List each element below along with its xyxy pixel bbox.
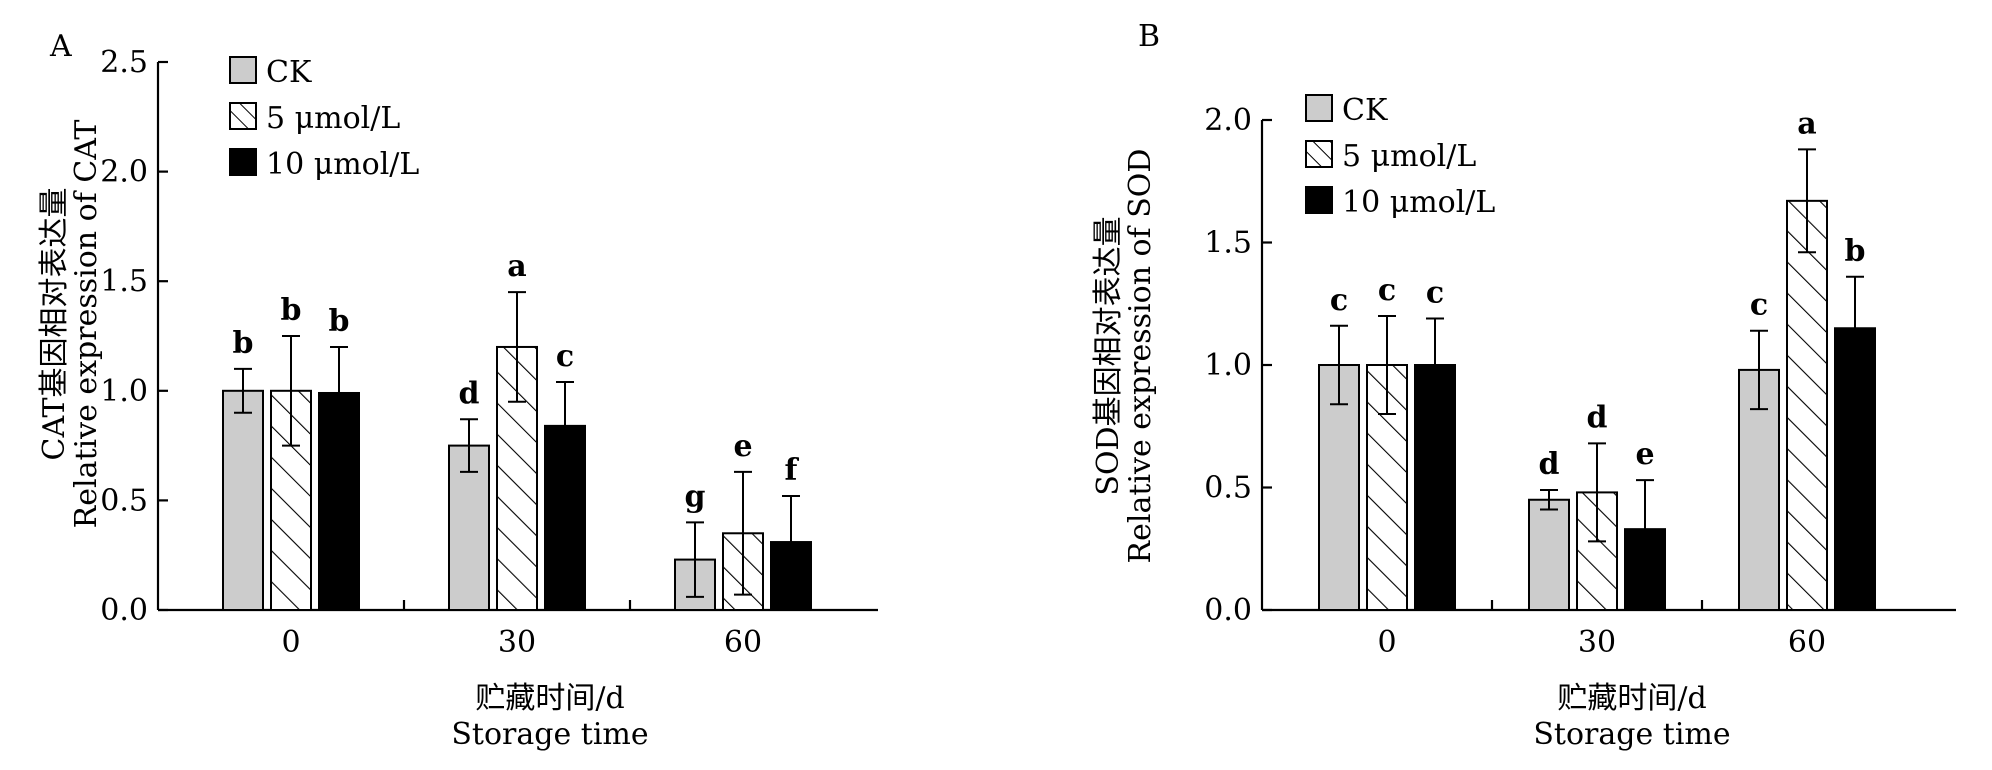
legend-swatch xyxy=(229,102,257,130)
panel-label: B xyxy=(1138,19,1160,54)
significance-letter: c xyxy=(556,339,574,374)
y-tick-label: 2.5 xyxy=(100,45,148,80)
significance-letter: e xyxy=(733,429,752,464)
x-tick-label: 0 xyxy=(1377,625,1396,660)
x-tick-label: 60 xyxy=(1788,625,1826,660)
y-tick-label: 2.0 xyxy=(1204,103,1252,138)
significance-letter: c xyxy=(1378,273,1396,308)
bar xyxy=(222,389,264,611)
legend-label: CK xyxy=(1342,93,1388,128)
bar xyxy=(1786,199,1828,611)
panel-label: A xyxy=(49,29,72,64)
significance-letter: f xyxy=(785,453,800,488)
significance-letter: a xyxy=(507,249,526,284)
legend-swatch xyxy=(229,56,257,84)
chart-panel-a: A CAT基因相对表达量 Relative expression of CAT … xyxy=(37,29,878,752)
legend-swatch xyxy=(229,148,257,176)
y-axis-title-cn: SOD基因相对表达量 xyxy=(1091,216,1126,495)
x-axis-title-en: Storage time xyxy=(451,717,648,752)
x-tick-label: 0 xyxy=(281,625,300,660)
significance-letter: d xyxy=(459,376,480,411)
x-axis-title-en: Storage time xyxy=(1533,717,1730,752)
x-axis-title-cn: 贮藏时间/d xyxy=(1557,681,1706,716)
bar xyxy=(1528,498,1570,611)
y-tick-label: 1.5 xyxy=(1204,226,1252,261)
significance-letter: b xyxy=(281,293,302,328)
y-tick-label: 0.5 xyxy=(100,483,148,518)
x-tick-label: 30 xyxy=(498,625,536,660)
y-tick-label: 0.5 xyxy=(1204,471,1252,506)
y-tick-label: 1.0 xyxy=(100,374,148,409)
significance-letter: c xyxy=(1426,275,1444,310)
significance-letter: d xyxy=(1539,447,1560,482)
legend-label: 10 μmol/L xyxy=(1342,185,1495,220)
y-tick-label: 2.0 xyxy=(100,155,148,190)
significance-letter: b xyxy=(1845,234,1866,269)
legend-swatch xyxy=(1305,186,1333,214)
x-axis-title-cn: 贮藏时间/d xyxy=(475,681,624,716)
y-tick-label: 0.0 xyxy=(100,593,148,628)
y-tick-label: 1.0 xyxy=(1204,348,1252,383)
legend-label: 5 μmol/L xyxy=(266,101,400,136)
legend-swatch xyxy=(1305,94,1333,122)
y-axis-title-en: Relative expression of CAT xyxy=(69,120,104,529)
chart-panel-b: B SOD基因相对表达量 Relative expression of SOD … xyxy=(1091,19,1956,752)
significance-letter: e xyxy=(1635,437,1654,472)
significance-letter: a xyxy=(1797,106,1816,141)
significance-letter: d xyxy=(1587,400,1608,435)
x-tick-label: 60 xyxy=(724,625,762,660)
significance-letter: b xyxy=(233,326,254,361)
legend-label: 10 μmol/L xyxy=(266,147,419,182)
legend-label: 5 μmol/L xyxy=(1342,139,1476,174)
significance-letter: b xyxy=(329,304,350,339)
significance-letter: c xyxy=(1750,288,1768,323)
y-tick-label: 1.5 xyxy=(100,264,148,299)
x-tick-label: 30 xyxy=(1578,625,1616,660)
y-axis-title-cn: CAT基因相对表达量 xyxy=(37,188,72,461)
significance-letter: c xyxy=(1330,283,1348,318)
y-axis-title-en: Relative expression of SOD xyxy=(1123,149,1158,564)
bar xyxy=(1318,364,1360,611)
y-tick-label: 0.0 xyxy=(1204,593,1252,628)
legend-swatch xyxy=(1305,140,1333,168)
legend-label: CK xyxy=(266,55,312,90)
significance-letter: g xyxy=(685,479,706,514)
